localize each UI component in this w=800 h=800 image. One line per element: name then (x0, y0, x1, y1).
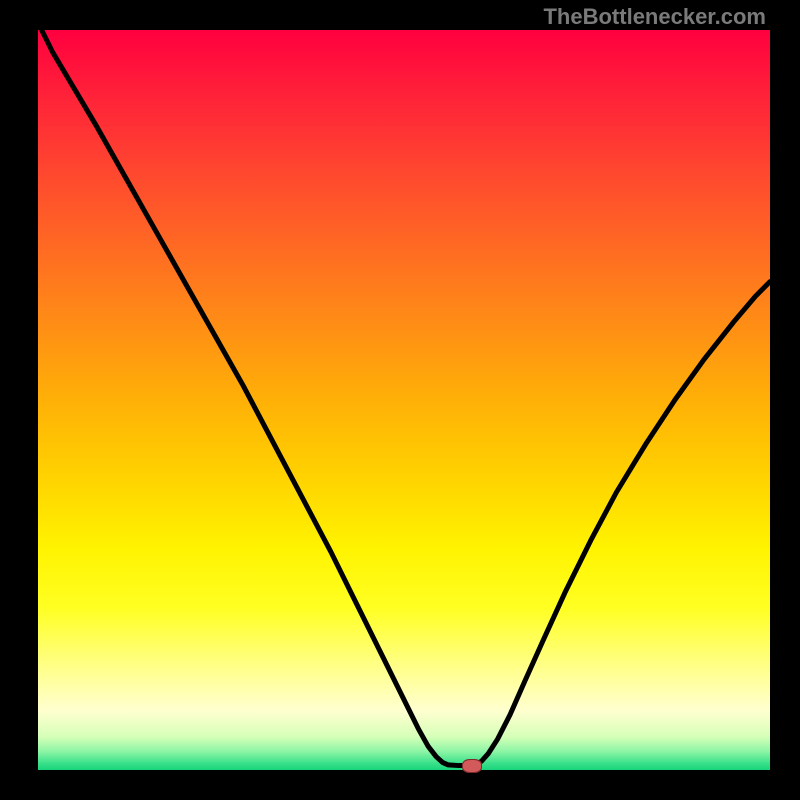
bottleneck-curve (38, 30, 770, 770)
plot-area (38, 30, 770, 770)
watermark-text: TheBottlenecker.com (543, 4, 766, 30)
optimal-point-marker (462, 759, 482, 773)
chart-frame: TheBottlenecker.com (0, 0, 800, 800)
